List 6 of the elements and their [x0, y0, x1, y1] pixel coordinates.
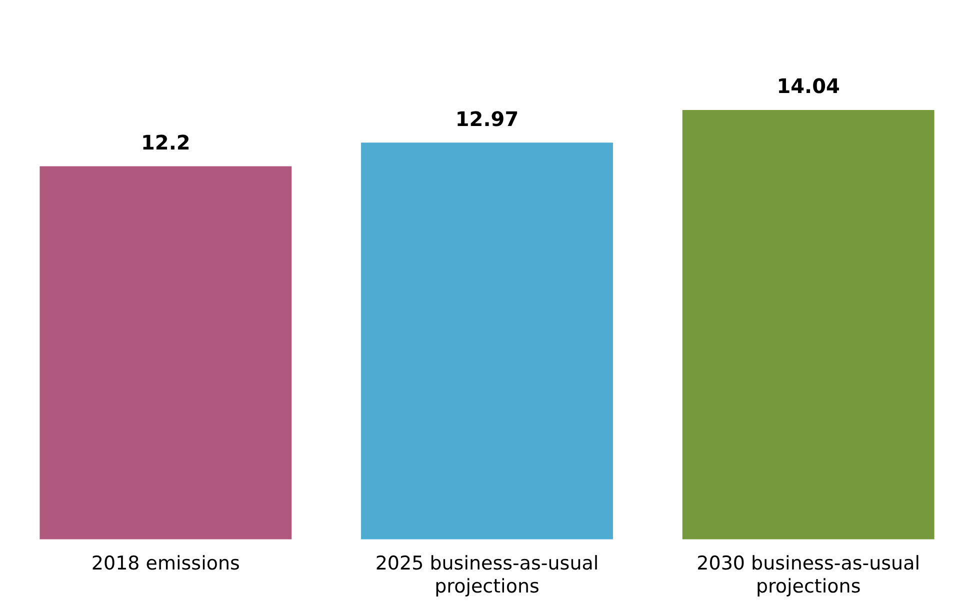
x-tick-label: 2025 business-as-usual projections [375, 552, 599, 598]
data-label: 12.97 [455, 106, 519, 131]
x-tick-label: 2030 business-as-usual projections [696, 552, 920, 598]
x-tick-label: 2018 emissions [91, 552, 240, 575]
data-label: 14.04 [776, 74, 840, 98]
data-label: 12.2 [140, 130, 190, 154]
